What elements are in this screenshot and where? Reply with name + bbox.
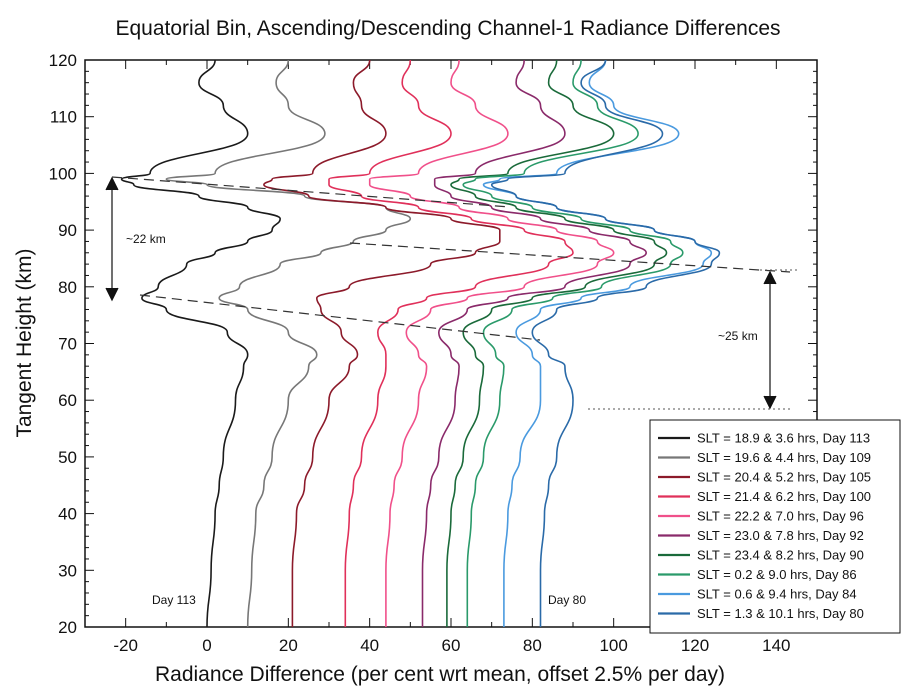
arrow-head-up-left-icon <box>105 176 119 191</box>
x-tick-label: 120 <box>681 636 709 655</box>
span-arrow-right <box>763 270 777 410</box>
series-line-3 <box>263 59 501 627</box>
legend-label: SLT = 23.4 & 8.2 hrs, Day 90 <box>697 548 864 563</box>
y-tick-label: 60 <box>58 391 77 410</box>
y-tick-label: 100 <box>49 164 77 183</box>
legend-label: SLT = 22.2 & 7.0 hrs, Day 96 <box>697 509 864 524</box>
y-axis-label: Tangent Height (km) <box>13 248 36 437</box>
series-line-7 <box>446 59 668 627</box>
y-tick-label: 70 <box>58 335 77 354</box>
arrow-head-down-right-icon <box>763 395 777 410</box>
x-tick-label: 40 <box>360 636 379 655</box>
series-line-2 <box>165 59 412 628</box>
legend-label: SLT = 23.0 & 7.8 hrs, Day 92 <box>697 528 864 543</box>
legend-box <box>649 419 901 634</box>
x-tick-label: 60 <box>442 636 461 655</box>
series-line-5 <box>368 59 615 628</box>
y-tick-label: 120 <box>49 51 77 70</box>
y-tick-labels: 20 30 40 50 60 70 80 90 100 110 120 <box>49 51 77 637</box>
legend-label: SLT = 1.3 & 10.1 hrs, Day 80 <box>697 606 864 621</box>
legend-label: SLT = 18.9 & 3.6 hrs, Day 113 <box>697 431 870 446</box>
arrow-head-down-left-icon <box>105 287 119 302</box>
annotation-day-left: Day 113 <box>152 593 196 607</box>
y-tick-label: 30 <box>58 561 77 580</box>
y-tick-label: 110 <box>50 108 77 127</box>
annotation-left-span: ~22 km <box>126 232 166 246</box>
chart-title: Equatorial Bin, Ascending/Descending Cha… <box>115 17 780 40</box>
x-tick-labels: -20 0 20 40 60 80 100 120 140 <box>113 636 790 655</box>
y-tick-label: 90 <box>58 221 77 240</box>
dashed-line-middle <box>349 242 791 273</box>
annotation-right-span: ~25 km <box>718 329 758 343</box>
y-tick-label: 80 <box>58 278 77 297</box>
x-tick-label: 0 <box>202 636 211 655</box>
series-line-8 <box>462 59 684 627</box>
legend-label: SLT = 19.6 & 4.4 hrs, Day 109 <box>697 450 871 465</box>
legend-label: SLT = 0.6 & 9.4 hrs, Day 84 <box>697 587 857 602</box>
arrow-head-up-right-icon <box>763 270 777 285</box>
annotation-dotted-lines <box>588 269 800 410</box>
annotation-dashed-lines <box>111 176 791 341</box>
x-axis-label: Radiance Difference (per cent wrt mean, … <box>155 663 725 686</box>
series-line-9 <box>482 59 713 628</box>
dashed-line-upper <box>111 176 511 208</box>
legend: SLT = 18.9 & 3.6 hrs, Day 113 SLT = 19.6 … <box>649 419 901 634</box>
dashed-line-lower <box>139 294 541 341</box>
x-tick-label: 140 <box>762 636 790 655</box>
legend-label: SLT = 0.2 & 9.0 hrs, Day 86 <box>697 567 857 582</box>
series-line-6 <box>421 59 647 628</box>
series-line-4 <box>328 59 574 627</box>
x-tick-label: 20 <box>279 636 298 655</box>
y-tick-label: 40 <box>58 505 77 524</box>
series-line-10 <box>490 59 721 627</box>
series-line-1 <box>120 59 281 628</box>
series-lines <box>120 59 721 628</box>
x-tick-label: -20 <box>113 636 138 655</box>
y-tick-label: 20 <box>58 618 77 637</box>
legend-label: SLT = 21.4 & 6.2 hrs, Day 100 <box>697 489 871 504</box>
annotation-day-right: Day 80 <box>548 593 586 607</box>
legend-entries: SLT = 18.9 & 3.6 hrs, Day 113 SLT = 19.6 … <box>658 431 871 621</box>
legend-label: SLT = 20.4 & 5.2 hrs, Day 105 <box>697 470 871 485</box>
span-arrow-left <box>105 176 119 302</box>
x-tick-label: 100 <box>599 636 627 655</box>
y-tick-label: 50 <box>58 448 77 467</box>
x-tick-label: 80 <box>523 636 542 655</box>
